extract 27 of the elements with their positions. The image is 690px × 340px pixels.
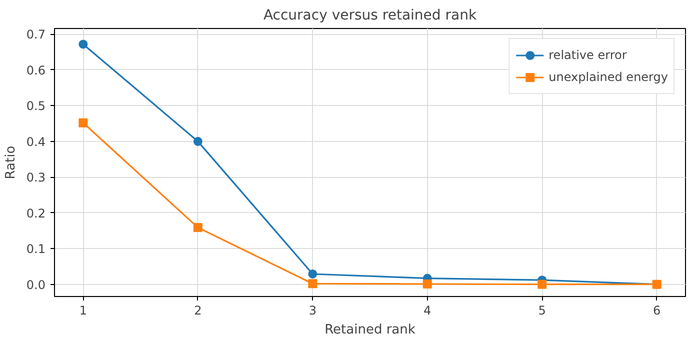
point — [78, 118, 88, 128]
point — [308, 279, 318, 288]
point — [78, 40, 88, 49]
point — [193, 223, 202, 232]
point — [422, 279, 432, 288]
legend-label: relative error — [548, 48, 627, 62]
y-tick-label: 0.7 — [26, 28, 46, 42]
x-tick-label: 5 — [538, 304, 546, 318]
y-tick-label: 0.4 — [26, 134, 46, 149]
x-tick-label: 4 — [424, 304, 432, 318]
y-axis-title: Ratio — [3, 146, 18, 180]
y-tick-label: 0.6 — [26, 63, 46, 78]
x-tick-label: 1 — [79, 304, 88, 318]
x-axis-title: Retained rank — [324, 322, 416, 338]
x-tick-label: 2 — [194, 304, 202, 318]
x-tick-label: 6 — [653, 304, 661, 318]
point — [538, 280, 547, 289]
legend-label: unexplained energy — [548, 70, 668, 84]
y-tick-label: 0.5 — [26, 99, 46, 114]
y-tick-label: 0.3 — [26, 170, 46, 185]
point — [193, 136, 202, 146]
point — [308, 269, 318, 278]
y-tick-label: 0.0 — [26, 278, 46, 292]
x-tick-label: 3 — [308, 304, 316, 318]
y-tick-label: 0.2 — [26, 206, 46, 220]
chart-title: Accuracy versus retained rank — [263, 8, 478, 24]
y-tick-label: 0.1 — [26, 242, 46, 256]
